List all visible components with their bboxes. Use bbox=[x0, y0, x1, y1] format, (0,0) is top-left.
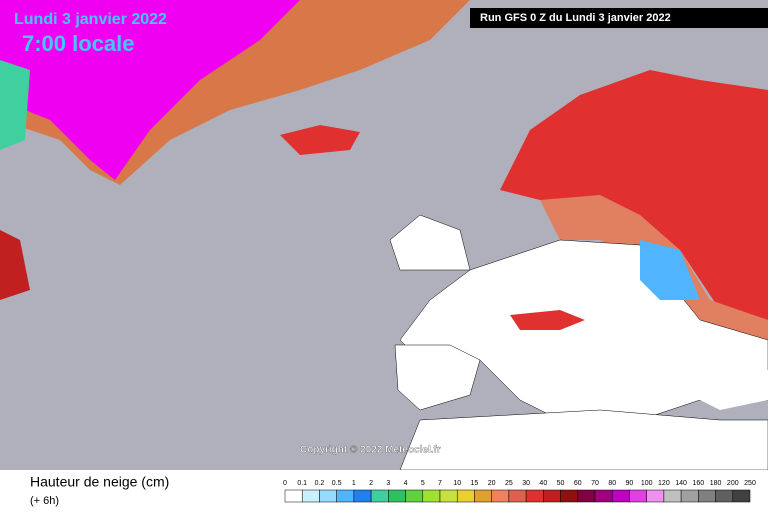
legend-label: 7 bbox=[438, 480, 442, 487]
legend-label: 90 bbox=[626, 480, 634, 487]
run-box bbox=[470, 8, 768, 28]
legend-label: 50 bbox=[557, 480, 565, 487]
legend-label: 70 bbox=[591, 480, 599, 487]
legend-swatch bbox=[491, 489, 510, 503]
legend-swatch bbox=[577, 489, 596, 503]
run-label: Run GFS 0 Z du Lundi 3 janvier 2022 bbox=[480, 12, 671, 24]
legend-label: 20 bbox=[488, 480, 496, 487]
legend-swatch bbox=[560, 489, 579, 503]
legend-swatch bbox=[284, 489, 303, 503]
legend-swatch bbox=[405, 489, 424, 503]
legend-swatch bbox=[698, 489, 716, 503]
legend-swatch bbox=[525, 489, 544, 503]
legend-label: 4 bbox=[404, 480, 408, 487]
legend-label: 25 bbox=[505, 480, 513, 487]
legend-swatch bbox=[336, 489, 355, 503]
legend-label: 1 bbox=[352, 480, 356, 487]
legend-label: 0.5 bbox=[332, 480, 342, 487]
legend-swatch bbox=[422, 489, 441, 503]
legend-label: 0 bbox=[283, 480, 287, 487]
legend-title: Hauteur de neige (cm) bbox=[30, 474, 169, 490]
scandinavia-russia bbox=[500, 70, 768, 320]
legend-label: 60 bbox=[574, 480, 582, 487]
date-label: Lundi 3 janvier 2022 bbox=[14, 11, 167, 28]
labrador-snow bbox=[0, 230, 30, 300]
legend-swatch bbox=[456, 489, 475, 503]
legend-label: 40 bbox=[539, 480, 547, 487]
copyright: Copyright © 2022 Meteociel.fr bbox=[300, 445, 441, 456]
legend-label: 0.2 bbox=[315, 480, 325, 487]
legend-swatch bbox=[663, 489, 682, 503]
legend-label: 80 bbox=[608, 480, 616, 487]
legend-swatch bbox=[594, 489, 613, 503]
legend-label: 140 bbox=[675, 480, 687, 487]
legend-label: 3 bbox=[386, 480, 390, 487]
iberia bbox=[394, 344, 481, 411]
legend-label: 120 bbox=[658, 480, 670, 487]
canada-snow bbox=[0, 60, 30, 150]
iceland bbox=[280, 125, 360, 155]
legend-swatch bbox=[370, 489, 389, 503]
legend-swatch bbox=[508, 489, 527, 503]
baltic-snow bbox=[640, 240, 700, 300]
legend-swatch bbox=[543, 489, 561, 503]
legend-swatch bbox=[388, 489, 406, 503]
legend-label: 250 bbox=[744, 480, 756, 487]
legend-swatch bbox=[353, 489, 372, 503]
legend-swatch bbox=[680, 489, 699, 503]
legend-label: 160 bbox=[692, 480, 704, 487]
legend-label: 180 bbox=[710, 480, 722, 487]
legend-label: 10 bbox=[453, 480, 461, 487]
legend-label: 2 bbox=[369, 480, 373, 487]
time-label: 7:00 locale bbox=[22, 31, 135, 56]
legend-label: 0.1 bbox=[297, 480, 307, 487]
legend-label: 100 bbox=[641, 480, 653, 487]
legend-swatch bbox=[611, 489, 630, 503]
legend-swatch bbox=[646, 489, 665, 503]
legend-swatch bbox=[319, 489, 337, 503]
legend-label: 200 bbox=[727, 480, 739, 487]
legend-swatch bbox=[301, 489, 320, 503]
legend-swatch bbox=[715, 489, 734, 503]
legend-swatch bbox=[629, 489, 647, 503]
legend-label: 15 bbox=[471, 480, 479, 487]
legend-swatch bbox=[474, 489, 492, 503]
legend-swatch bbox=[732, 489, 751, 503]
alps bbox=[510, 310, 585, 330]
legend-swatch bbox=[439, 489, 458, 503]
greenland-snow bbox=[0, 0, 300, 180]
legend-label: 30 bbox=[522, 480, 530, 487]
turkey bbox=[690, 360, 768, 410]
legend-subtitle: (+ 6h) bbox=[30, 495, 59, 507]
legend-label: 5 bbox=[421, 480, 425, 487]
